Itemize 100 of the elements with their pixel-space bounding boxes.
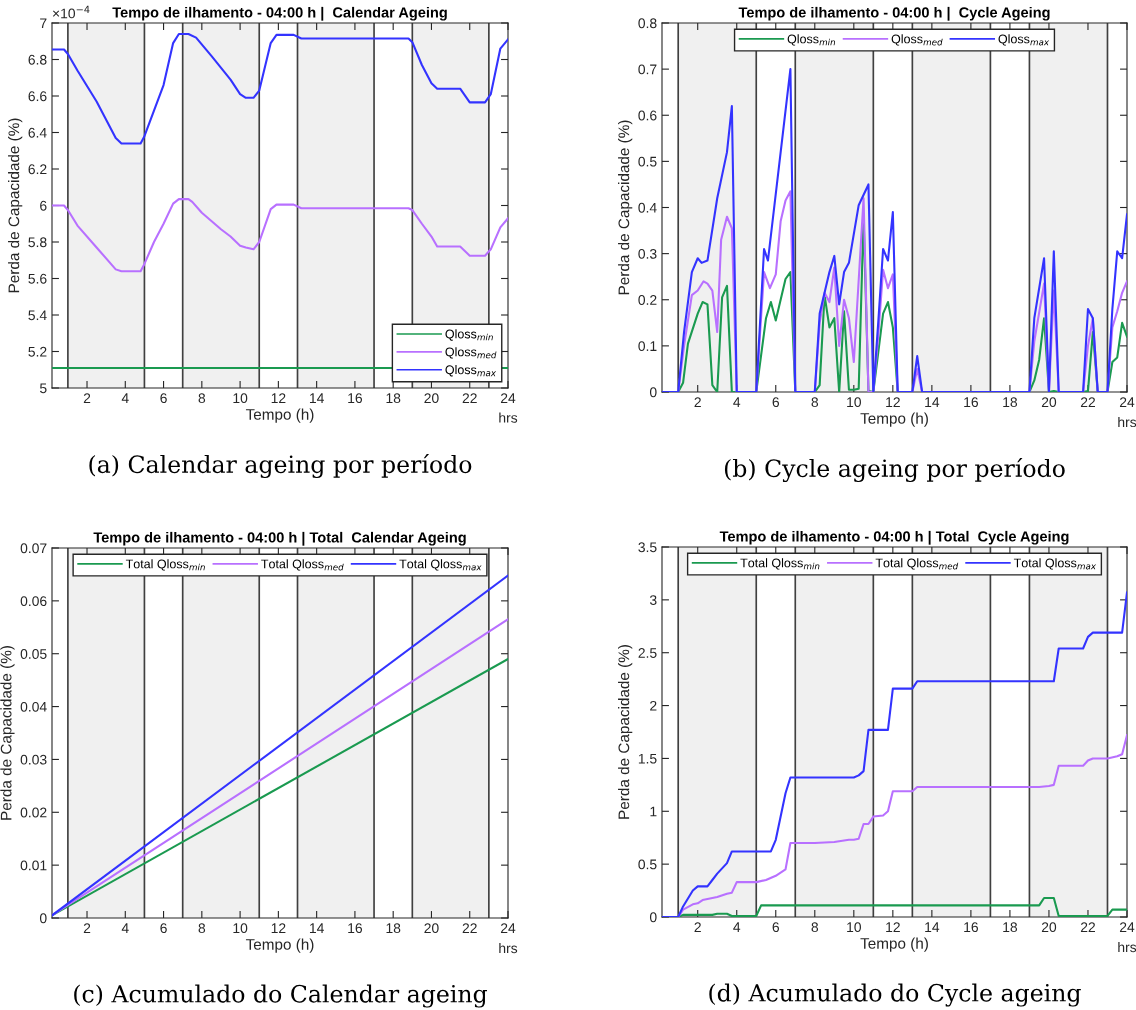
y-tick-label: 0 [649, 387, 657, 398]
text: hrs [1118, 416, 1136, 428]
x-tick-label: 24 [1119, 922, 1135, 932]
y-tick-label: 1 [650, 806, 657, 817]
x-tick-label: 8 [198, 393, 206, 404]
x-tick-label: 2 [83, 923, 91, 933]
text: (a) Calendar ageing por período [89, 453, 472, 479]
x-tick-label: 20 [424, 393, 439, 404]
y-tick-label: 0.06 [20, 596, 47, 607]
x-tick-label: 18 [1003, 922, 1018, 933]
text: (c) Acumulado do Calendar ageing [74, 984, 488, 1008]
x-tick-label: 14 [925, 922, 940, 932]
x-tick-label: 18 [1003, 397, 1018, 408]
x-axis-title: Tempo (h) [860, 937, 928, 952]
legend-label: Total Qloss$_{max}$ [399, 559, 482, 571]
y-axis-title: Perda de Capacidade (%) [618, 120, 633, 295]
x-tick-label: 18 [386, 923, 401, 934]
x-tick-label: 24 [1119, 397, 1135, 407]
legend-label: Total Qloss$_{min}$ [125, 559, 205, 571]
x-tick-label: 22 [1080, 922, 1095, 932]
x-axis-title: Tempo (h) [245, 938, 314, 953]
legend-label: Qloss$_{min}$ [445, 329, 493, 341]
text: hrs [1118, 941, 1136, 953]
y-axis-title: Perda de Capacidade (%) [0, 646, 15, 820]
y-tick-label: 0.1 [638, 341, 657, 352]
x-tick-label: 20 [1041, 397, 1057, 408]
y-axis-title: Perda de Capacidade (%) [618, 645, 633, 819]
x-tick-label: 6 [160, 393, 167, 404]
y-tick-label: 5.4 [28, 310, 47, 321]
text: (d) Acumulado do Cycle ageing [709, 983, 1081, 1007]
x-tick-label: 4 [121, 923, 129, 933]
x-tick-label: 4 [121, 393, 129, 403]
text: hrs [499, 412, 518, 423]
x-tick-label: 2 [83, 393, 91, 403]
legend-label: Qloss$_{min}$ [787, 34, 836, 46]
y-tick-label: 0.5 [638, 156, 657, 167]
y-tick-label: 0.4 [638, 202, 657, 213]
x-tick-label: 14 [925, 397, 940, 407]
x-axis-title: Tempo (h) [860, 412, 928, 427]
y-tick-label: 0.03 [20, 754, 47, 765]
y-tick-label: 5.6 [28, 273, 47, 284]
y-tick-label: 0.7 [638, 64, 657, 75]
x-tick-label: 12 [886, 397, 900, 407]
x-tick-label: 16 [964, 922, 979, 933]
x-tick-label: 10 [233, 393, 248, 404]
x-tick-label: 24 [500, 393, 516, 403]
y-tick-label: 2 [650, 700, 657, 711]
y-tick-label: 3 [649, 595, 657, 606]
y-tick-label: 0.3 [638, 248, 657, 259]
legend-label: Total Qloss$_{med}$ [261, 559, 344, 571]
y-tick-label: 0 [39, 913, 47, 924]
legend-label: Qloss$_{max}$ [998, 34, 1050, 46]
y-axis-title: Perda de Capacidade (%) [8, 118, 23, 293]
x-tick-label: 14 [309, 923, 324, 933]
text: (b) Cycle ageing por período [724, 457, 1065, 483]
y-tick-label: 6.2 [28, 164, 47, 175]
x-tick-label: 4 [733, 922, 741, 932]
x-tick-label: 2 [694, 922, 701, 932]
x-tick-label: 20 [1041, 922, 1057, 933]
line-series [52, 198, 508, 273]
x-tick-label: 2 [694, 397, 701, 407]
y-tick-label: 0.5 [638, 859, 657, 870]
x-tick-label: 22 [1080, 397, 1095, 407]
y-tick-label: 1.5 [638, 753, 657, 764]
y-tick-label: 6 [40, 200, 47, 211]
y-tick-label: 0.8 [638, 18, 657, 29]
legend-label: Total Qloss$_{min}$ [740, 558, 820, 570]
legend-label: Total Qloss$_{max}$ [1013, 558, 1097, 570]
text: hrs [499, 942, 518, 954]
y-tick-label: 6.4 [28, 127, 47, 138]
x-tick-label: 8 [811, 397, 819, 408]
x-tick-label: 24 [500, 923, 516, 933]
chart-title: Tempo de ilhamento - 04:00 h | Calendar Ageing [112, 6, 447, 21]
y-tick-label: 7 [40, 18, 47, 29]
y-tick-label: 0.04 [20, 701, 47, 712]
y-tick-label: 2.5 [638, 648, 657, 658]
x-axis-title: Tempo (h) [245, 408, 314, 423]
legend-label: Qloss$_{med}$ [445, 347, 497, 359]
x-tick-label: 12 [886, 922, 900, 932]
legend-label: Total Qloss$_{med}$ [875, 558, 959, 570]
x-tick-label: 18 [386, 393, 401, 404]
x-tick-label: 4 [733, 397, 741, 407]
text: ×10$^{−4}$ [52, 5, 90, 19]
x-tick-label: 12 [271, 393, 286, 403]
x-tick-label: 14 [309, 393, 324, 403]
y-tick-label: 6.6 [28, 91, 47, 102]
y-tick-label: 0.2 [638, 295, 657, 305]
y-tick-label: 0.02 [20, 807, 47, 818]
chart-title: Tempo de ilhamento - 04:00 h | Total Cycle Ageing [719, 530, 1069, 545]
line-series [52, 32, 508, 145]
legend-label: Qloss$_{med}$ [891, 34, 943, 46]
chart-title: Tempo de ilhamento - 04:00 h | Cycle Ageing [738, 6, 1050, 21]
y-tick-label: 0 [649, 912, 657, 923]
x-tick-label: 6 [772, 922, 780, 933]
x-tick-label: 20 [424, 923, 439, 934]
x-tick-label: 22 [462, 393, 477, 403]
y-tick-label: 0.01 [20, 860, 47, 871]
x-tick-label: 6 [772, 397, 780, 408]
y-tick-label: 0.05 [20, 649, 47, 659]
y-tick-label: 5.8 [28, 237, 47, 248]
